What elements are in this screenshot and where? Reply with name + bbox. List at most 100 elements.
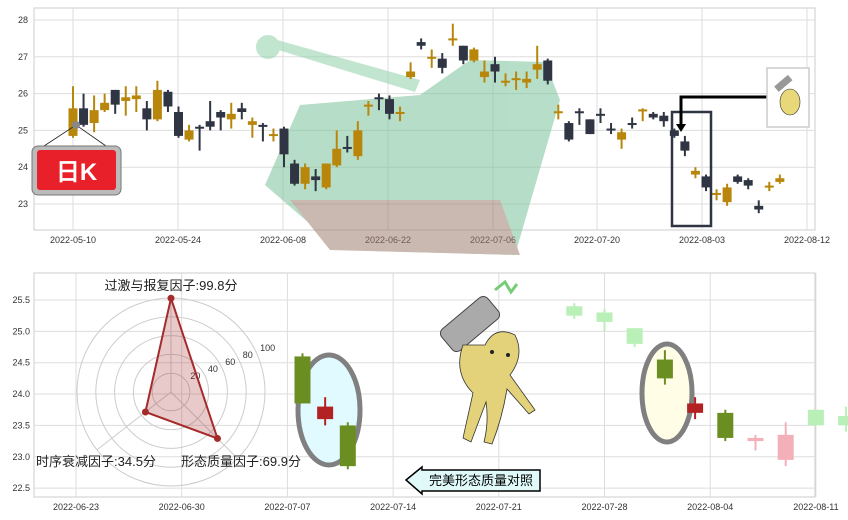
candle: [205, 100, 215, 131]
candle-body: [89, 110, 99, 124]
candle: [311, 169, 321, 192]
candle-body: [747, 437, 764, 442]
candle-body: [216, 112, 226, 118]
candle-body: [606, 128, 616, 131]
candle-body: [511, 78, 521, 81]
candle: [764, 181, 774, 192]
candle: [79, 93, 89, 127]
candle-body: [490, 64, 500, 72]
candle: [807, 409, 824, 426]
radar-tick-label: 80: [243, 350, 253, 360]
candle-body: [754, 205, 764, 210]
candle-body: [195, 126, 205, 129]
candle-body: [717, 412, 734, 438]
candle: [395, 106, 405, 122]
y-tick-label: 23: [18, 199, 28, 209]
radar-tick-label: 40: [208, 364, 218, 374]
candle-body: [385, 99, 394, 114]
candle: [458, 45, 468, 65]
candle-body: [342, 146, 352, 149]
candle-body: [205, 121, 215, 127]
candle-body: [764, 185, 774, 188]
candle: [596, 309, 613, 332]
candle: [638, 108, 648, 122]
candle-body: [775, 178, 785, 182]
pattern-ellipse: [639, 341, 695, 445]
candle-body: [184, 130, 194, 140]
radar-axis-label: 过激与报复因子:99.8分: [105, 278, 238, 293]
candle: [406, 62, 416, 79]
candle: [564, 121, 574, 142]
candle: [722, 183, 732, 206]
y-tick-label: 24: [18, 162, 28, 172]
candle-body: [574, 111, 584, 114]
radar-axis: [170, 391, 238, 459]
candle-body: [458, 45, 468, 61]
candle-body: [152, 89, 162, 120]
candle: [566, 303, 583, 319]
candle-body: [777, 434, 794, 460]
candle: [733, 174, 743, 184]
candle-body: [237, 108, 247, 112]
candle-body: [339, 425, 356, 467]
candle-body: [353, 130, 363, 157]
candle-body: [566, 306, 583, 316]
candle-body: [585, 119, 595, 135]
candle-body: [656, 359, 673, 379]
y-tick-label: 26: [18, 89, 28, 99]
candle: [659, 112, 669, 127]
radar-axis: [96, 391, 172, 451]
candle-body: [596, 312, 613, 322]
candle-body: [395, 112, 405, 114]
candle-body: [290, 163, 300, 184]
tank-tracks: [290, 200, 520, 255]
candle-body: [294, 356, 311, 404]
candle-body: [469, 49, 479, 61]
candle-body: [268, 134, 278, 137]
radar-point: [167, 294, 175, 302]
candle: [532, 45, 542, 79]
radar-tick-label: 20: [190, 371, 200, 381]
candle: [332, 130, 342, 168]
candle-body: [437, 58, 447, 68]
candle: [195, 124, 205, 151]
x-tick-label: 2022-06-30: [159, 502, 205, 512]
y-tick-label: 25.0: [12, 326, 30, 336]
candle-body: [479, 71, 489, 78]
candle: [775, 174, 785, 184]
candle: [585, 119, 595, 135]
y-tick-label: 23.0: [12, 452, 30, 462]
tank-image: [256, 35, 560, 255]
x-tick-label: 2022-08-12: [784, 235, 830, 245]
candle: [300, 163, 310, 190]
candle: [553, 104, 563, 120]
candle: [712, 189, 722, 201]
candle-body: [743, 180, 753, 186]
x-tick-label: 2022-08-03: [679, 235, 725, 245]
pattern-compare-chart: 22.5 23.0 23.5 24.0 24.5 25.0 25.5 2022-06-23 20…: [12, 272, 848, 512]
candle: [247, 117, 257, 138]
radar-axis-label: 时序衰减因子:34.5分: [36, 454, 156, 469]
candle: [353, 121, 363, 160]
candle-body: [258, 124, 268, 127]
candle: [743, 178, 753, 190]
candle: [216, 110, 226, 131]
candle-body: [712, 192, 722, 195]
candle-body: [617, 132, 627, 140]
candle: [479, 60, 489, 83]
x-tick-label: 2022-08-11: [793, 502, 838, 512]
candle: [290, 159, 300, 186]
candle: [184, 124, 194, 142]
daily-k-chart: 23 24 25 26 27 28 2022-05-10 2022-05-24 2022-06-…: [18, 7, 830, 255]
candle-body: [174, 112, 183, 136]
candle-body: [638, 109, 648, 112]
candle: [121, 86, 131, 116]
candle: [131, 86, 141, 112]
candle: [448, 23, 458, 46]
candle-body: [163, 91, 173, 107]
candle: [687, 397, 704, 420]
candle: [100, 93, 110, 112]
x-tick-label: 2022-05-10: [50, 235, 96, 245]
candle-body: [687, 403, 704, 413]
